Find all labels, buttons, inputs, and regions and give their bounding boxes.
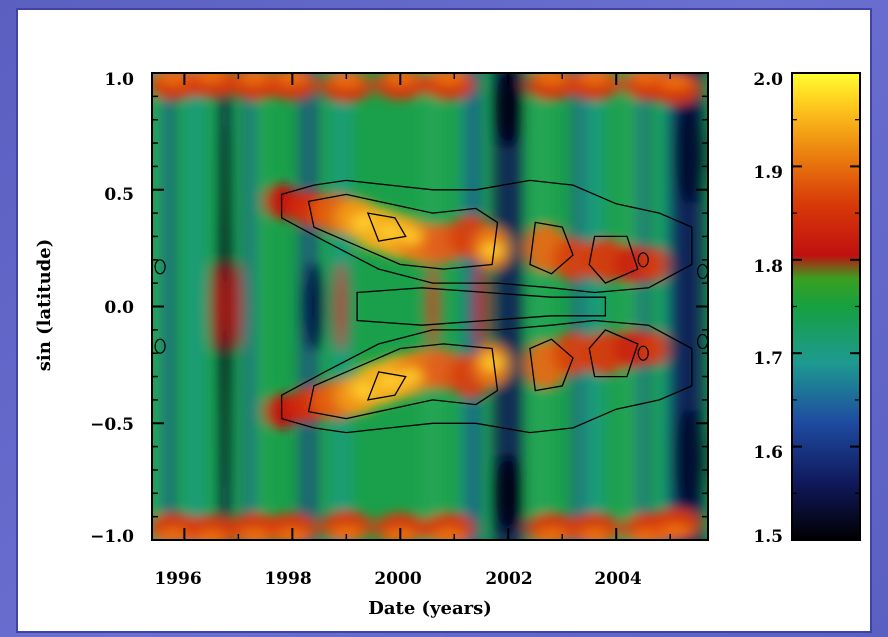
heatmap-cell: [379, 222, 400, 241]
colorbar-tick-label: 2.0: [753, 70, 783, 90]
contour-core-north: [366, 212, 407, 242]
x-tick-label: 1996: [154, 569, 201, 589]
colorbar-tick-label: 1.9: [753, 163, 783, 183]
contour-equator: [356, 287, 607, 326]
x-tick-label: 2004: [594, 569, 641, 589]
heatmap-cell: [379, 372, 400, 391]
contour-island: [154, 259, 166, 275]
heatmap-cell: [578, 73, 611, 86]
contour-outer-north: [280, 179, 693, 294]
heatmap-band: [163, 73, 174, 540]
contour-inner-south: [307, 343, 499, 420]
heatmap-cell: [238, 527, 271, 540]
heatmap-cell: [659, 522, 692, 539]
heatmap-cell: [334, 261, 347, 352]
heatmap-cell: [401, 367, 422, 386]
heatmap-cell: [330, 524, 363, 540]
y-axis-title: sin (latitude): [34, 239, 55, 371]
x-tick-labels: 1996 1998 2000 2002 2004: [154, 569, 641, 589]
heatmap-band: [636, 73, 651, 540]
heatmap-cell: [535, 527, 568, 540]
axis-ticks: [152, 72, 708, 541]
heatmap-cell: [229, 261, 242, 352]
heatmap-cell: [494, 453, 523, 534]
colorbar-tick-label: 1.5: [753, 527, 783, 547]
heatmap-cell: [482, 241, 503, 260]
colorbar-tick-label: 1.7: [753, 349, 783, 369]
heatmap-cell: [432, 73, 465, 86]
heatmap-cell: [157, 73, 190, 86]
heatmap-cell: [640, 330, 669, 367]
heatmap-cell: [195, 73, 228, 84]
heatmap-cell: [614, 328, 651, 369]
heatmap-cell: [673, 104, 706, 205]
colorbar: [791, 72, 861, 541]
heatmap-band: [571, 73, 586, 540]
heatmap-cell: [238, 73, 271, 86]
heatmap-cell: [553, 331, 594, 376]
heatmap-blobs: [152, 73, 706, 540]
colorbar-tick-label: 1.8: [753, 257, 783, 277]
heatmap-cell: [475, 261, 488, 352]
heatmap-cell: [432, 527, 465, 540]
contour-island: [637, 252, 649, 268]
heatmap-cell: [210, 261, 223, 352]
heatmap-cell: [578, 527, 611, 540]
heatmap-cell: [640, 246, 669, 283]
y-tick-labels: 1.0 0.5 0.0 −0.5 −1.0: [90, 70, 134, 547]
y-tick-label: −0.5: [90, 415, 134, 435]
colorbar-tick-label: 1.6: [753, 443, 783, 463]
heatmap-cell: [553, 237, 594, 282]
contour-inner-south: [588, 329, 639, 378]
heatmap-band: [184, 73, 207, 540]
x-tick-label: 2002: [485, 569, 532, 589]
heatmap-cell: [426, 261, 439, 352]
x-tick-label: 2000: [374, 569, 421, 589]
heatmap-cell: [482, 353, 503, 372]
contour-inner-north: [307, 193, 499, 270]
heatmap-cell: [659, 74, 692, 91]
heatmap-cell: [195, 529, 228, 540]
heatmap-cell: [494, 73, 523, 149]
heatmap-area: [152, 73, 708, 540]
contour-inner-north: [588, 235, 639, 284]
x-tick-label: 1998: [264, 569, 311, 589]
contour-island: [154, 338, 166, 354]
x-axis-title: Date (years): [368, 598, 492, 619]
heatmap-cell: [218, 126, 231, 487]
y-tick-label: 1.0: [104, 70, 134, 90]
heatmap-cell: [401, 227, 422, 246]
contour-island: [637, 345, 649, 361]
heatmap-cell: [330, 73, 363, 89]
contour-inner-south: [529, 338, 574, 392]
heatmap-cell: [303, 261, 324, 352]
heatmap-cell: [673, 408, 706, 509]
colorbar-tick-labels: 2.0 1.9 1.8 1.7 1.6 1.5: [753, 70, 783, 547]
heatmap-cell: [614, 244, 651, 285]
colorbar-ticks: [792, 72, 860, 541]
heatmap-cell: [352, 381, 373, 400]
heatmap-band: [529, 73, 552, 540]
contour-outer-south: [280, 319, 693, 434]
contour-core-south: [366, 371, 407, 401]
heatmap-cell: [157, 527, 190, 540]
y-tick-label: 0.0: [104, 298, 134, 318]
heatmap-cell: [352, 213, 373, 232]
heatmap-cell: [535, 73, 568, 86]
y-tick-label: 0.5: [104, 185, 134, 205]
contour-inner-north: [529, 221, 574, 275]
y-tick-label: −1.0: [90, 527, 134, 547]
contour-lines: [154, 179, 708, 434]
heatmap-band: [244, 73, 255, 540]
heatmap-band: [583, 73, 606, 540]
